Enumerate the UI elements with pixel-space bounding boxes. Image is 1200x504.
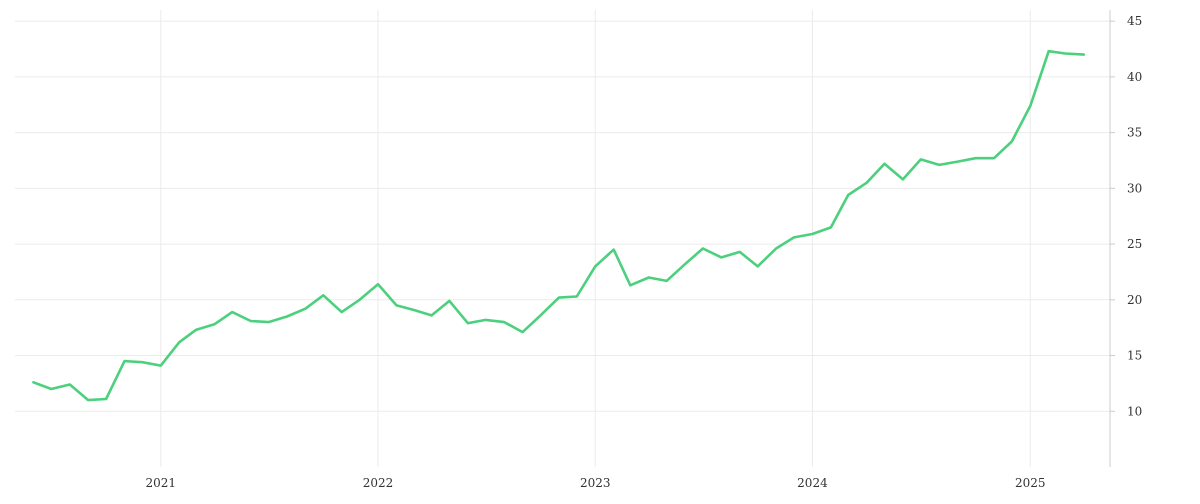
x-tick-label: 2022	[363, 476, 394, 490]
x-tick-label: 2021	[146, 476, 177, 490]
y-tick-label: 45	[1127, 14, 1142, 28]
y-tick-label: 20	[1127, 293, 1142, 307]
y-tick-label: 35	[1127, 126, 1142, 140]
y-tick-label: 40	[1127, 70, 1142, 84]
x-tick-label: 2024	[797, 476, 828, 490]
y-tick-label: 15	[1127, 349, 1142, 363]
x-tick-label: 2025	[1015, 476, 1046, 490]
series-layer	[32, 49, 1086, 402]
axes	[1109, 10, 1115, 467]
series-line	[32, 49, 1086, 402]
gridlines	[15, 10, 1110, 467]
y-tick-label: 25	[1127, 237, 1142, 251]
y-tick-label: 30	[1127, 181, 1142, 195]
x-tick-label: 2023	[580, 476, 611, 490]
y-tick-label: 10	[1127, 404, 1142, 418]
